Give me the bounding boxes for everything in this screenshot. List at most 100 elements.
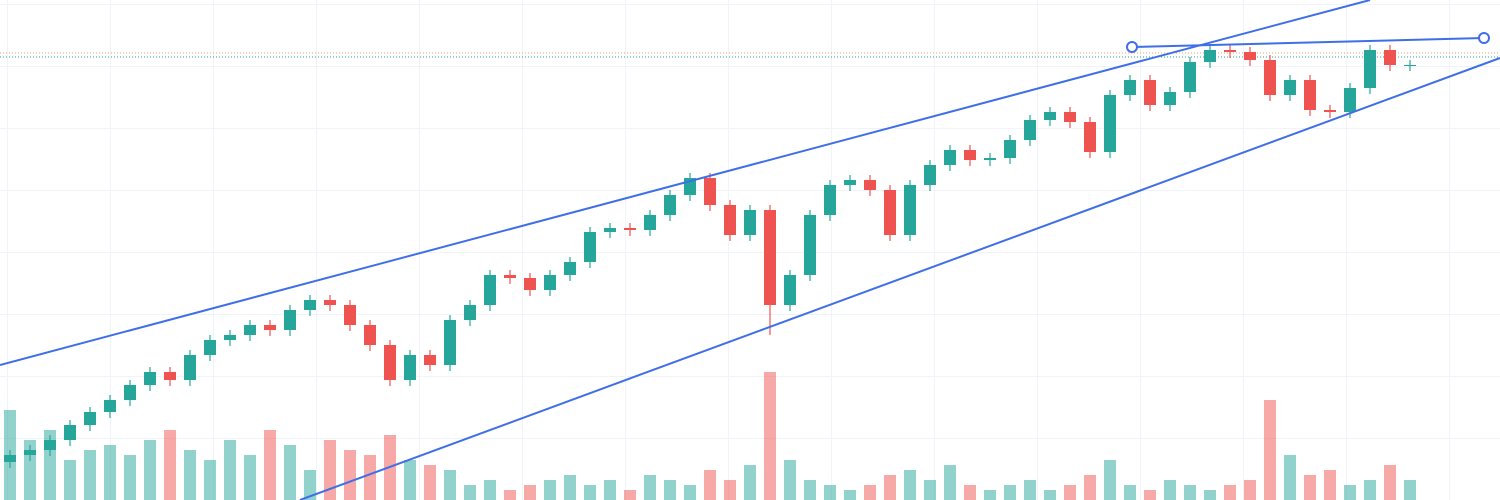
volume-bar	[124, 455, 136, 500]
volume-bar	[1184, 485, 1196, 500]
candle-body	[284, 310, 296, 330]
candle-body	[824, 185, 836, 215]
volume-bar	[424, 465, 436, 500]
volume-bar	[484, 480, 496, 500]
candle-body	[1164, 92, 1176, 105]
candle-body	[624, 228, 636, 230]
candle-body	[1024, 120, 1036, 140]
candle-body	[1384, 50, 1396, 65]
candle-body	[744, 210, 756, 235]
candle-body	[444, 320, 456, 365]
candle-body	[1064, 112, 1076, 122]
volume-bar	[284, 445, 296, 500]
volume-bar	[544, 480, 556, 500]
volume-bar	[604, 480, 616, 500]
volume-bar	[324, 440, 336, 500]
candle-body	[24, 450, 36, 455]
volume-bar	[1304, 475, 1316, 500]
volume-bar	[584, 485, 596, 500]
volume-bar	[1344, 485, 1356, 500]
candle-body	[144, 372, 156, 385]
volume-bar	[804, 480, 816, 500]
candle-body	[44, 440, 56, 450]
volume-bar	[1144, 490, 1156, 500]
trendline	[1131, 37, 1485, 48]
candle-body	[304, 300, 316, 310]
volume-bar	[404, 460, 416, 500]
candle-body	[1264, 60, 1276, 95]
volume-bar	[244, 455, 256, 500]
candle-body	[4, 455, 16, 462]
candle-body	[224, 335, 236, 340]
candle-body	[104, 400, 116, 412]
candle-body	[664, 195, 676, 215]
candle-body	[784, 275, 796, 305]
candle-body	[1144, 80, 1156, 105]
candle-body	[1184, 62, 1196, 92]
candle-body	[484, 275, 496, 305]
volume-bar	[924, 480, 936, 500]
candle-body	[704, 178, 716, 205]
volume-bar	[1084, 475, 1096, 500]
volume-bar	[864, 485, 876, 500]
candle-body	[924, 165, 936, 185]
candle-body	[504, 275, 516, 278]
volume-bar	[984, 490, 996, 500]
trendline	[299, 57, 1500, 500]
candle-body	[724, 205, 736, 235]
candle-body	[1284, 80, 1296, 95]
candle-body	[1404, 65, 1416, 66]
candle-body	[644, 215, 656, 230]
candle-body	[1344, 88, 1356, 112]
volume-bar	[964, 485, 976, 500]
volume-bar	[1284, 455, 1296, 500]
candle-body	[1204, 50, 1216, 62]
candle-body	[1304, 80, 1316, 110]
candle-body	[1004, 140, 1016, 158]
volume-bar	[444, 470, 456, 500]
candle-body	[1104, 95, 1116, 152]
candle-body	[404, 355, 416, 380]
candle-body	[1084, 122, 1096, 152]
volume-bar	[784, 460, 796, 500]
candle-body	[64, 425, 76, 440]
candle-body	[244, 325, 256, 335]
candle-body	[1324, 110, 1336, 112]
volume-bar	[1044, 490, 1056, 500]
candle-body	[344, 305, 356, 325]
volume-bar	[1404, 480, 1416, 500]
volume-bar	[204, 460, 216, 500]
candle-body	[864, 180, 876, 190]
volume-bar	[844, 490, 856, 500]
candle-body	[964, 150, 976, 160]
volume-bar	[624, 490, 636, 500]
candle-body	[944, 150, 956, 165]
candle-body	[544, 275, 556, 290]
candle-body	[984, 158, 996, 160]
volume-bar	[1364, 480, 1376, 500]
candle-body	[424, 355, 436, 365]
volume-bar	[1264, 400, 1276, 500]
candle-body	[84, 412, 96, 425]
volume-bar	[64, 460, 76, 500]
candle-body	[264, 325, 276, 330]
trendline	[0, 0, 1371, 366]
volume-bar	[824, 485, 836, 500]
candle-body	[124, 385, 136, 400]
volume-bar	[1224, 485, 1236, 500]
candle-body	[364, 325, 376, 345]
volume-bar	[144, 440, 156, 500]
volume-bar	[1384, 465, 1396, 500]
volume-bar	[724, 480, 736, 500]
volume-bar	[224, 440, 236, 500]
volume-bar	[1064, 485, 1076, 500]
volume-bar	[164, 430, 176, 500]
candle-body	[584, 232, 596, 262]
candle-body	[464, 305, 476, 320]
volume-bar	[664, 480, 676, 500]
volume-bar	[304, 470, 316, 500]
volume-bar	[644, 475, 656, 500]
volume-bar	[684, 485, 696, 500]
volume-bar	[1324, 470, 1336, 500]
